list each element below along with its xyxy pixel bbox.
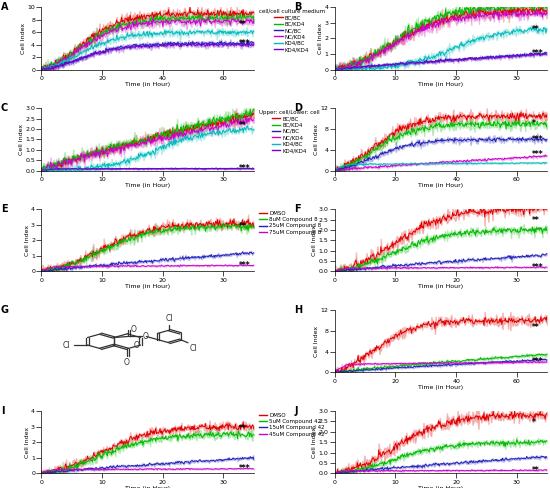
Text: **: ** [239,424,247,433]
Y-axis label: Cell Index: Cell Index [19,124,24,155]
Text: J: J [294,406,298,416]
Text: ***: *** [239,261,251,270]
Text: ***: *** [532,135,544,144]
X-axis label: Time (in Hour): Time (in Hour) [125,486,170,488]
Text: B: B [294,2,301,12]
Text: **: ** [239,20,247,29]
Text: ***: *** [239,39,251,48]
Text: **: ** [532,24,540,34]
Y-axis label: Cell Index: Cell Index [314,325,319,357]
Text: G: G [1,305,9,315]
X-axis label: Time (in Hour): Time (in Hour) [125,183,170,188]
Text: **: ** [532,216,540,225]
Text: *: * [532,120,536,128]
Text: *: * [532,418,536,427]
Text: **: ** [532,323,540,332]
Text: ***: *** [239,164,251,173]
Text: O: O [131,325,137,334]
Legend: DMSO, 5uM Compound 42, 15uM Compound 42, 45uM Compound 42: DMSO, 5uM Compound 42, 15uM Compound 42,… [258,412,325,437]
Text: ***: *** [532,263,544,272]
Text: E: E [1,204,8,214]
Y-axis label: Cell Index: Cell Index [25,225,30,256]
Text: D: D [294,103,302,113]
Text: ***: *** [532,150,544,160]
Y-axis label: Cell Index: Cell Index [312,427,317,458]
Text: Cl: Cl [190,344,197,353]
X-axis label: Time (in Hour): Time (in Hour) [125,284,170,289]
Text: ***: *** [532,49,544,58]
Legend: BC/BC, BC/KD4, NC/BC, NC/KD4, KD4/BC, KD4/KD4: BC/BC, BC/KD4, NC/BC, NC/KD4, KD4/BC, KD… [258,110,320,153]
Y-axis label: Cell Index: Cell Index [25,427,30,458]
Text: H: H [294,305,302,315]
Text: Cl: Cl [62,341,70,349]
Text: O: O [134,341,140,349]
Text: O: O [123,358,129,367]
Text: C: C [1,103,8,113]
Text: O: O [143,332,148,341]
Text: **: ** [532,466,540,475]
Y-axis label: Cell Index: Cell Index [21,23,26,54]
Y-axis label: Cell Index: Cell Index [314,124,319,155]
Text: **: ** [239,121,247,130]
Text: ***: *** [239,464,251,473]
X-axis label: Time (in Hour): Time (in Hour) [419,183,464,188]
X-axis label: Time (in Hour): Time (in Hour) [419,385,464,390]
X-axis label: Time (in Hour): Time (in Hour) [419,486,464,488]
Text: F: F [294,204,301,214]
Y-axis label: Cell Index: Cell Index [312,225,317,256]
X-axis label: Time (in Hour): Time (in Hour) [125,82,170,87]
Y-axis label: Cell Index: Cell Index [318,23,323,54]
X-axis label: Time (in Hour): Time (in Hour) [419,82,464,87]
X-axis label: Time (in Hour): Time (in Hour) [419,284,464,289]
Legend: DMSO, 8uM Compound 8, 25uM Compound 8, 75uM Compound 8: DMSO, 8uM Compound 8, 25uM Compound 8, 7… [258,211,321,235]
Text: Cl: Cl [166,314,173,324]
Legend: BC/BC, BC/KD4, NC/BC, NC/KD4, KD4/BC, KD4/KD4: BC/BC, BC/KD4, NC/BC, NC/KD4, KD4/BC, KD… [258,9,325,52]
Text: **: ** [239,222,247,231]
Text: I: I [1,406,4,416]
Text: A: A [1,2,8,12]
Text: ***: *** [532,357,544,366]
